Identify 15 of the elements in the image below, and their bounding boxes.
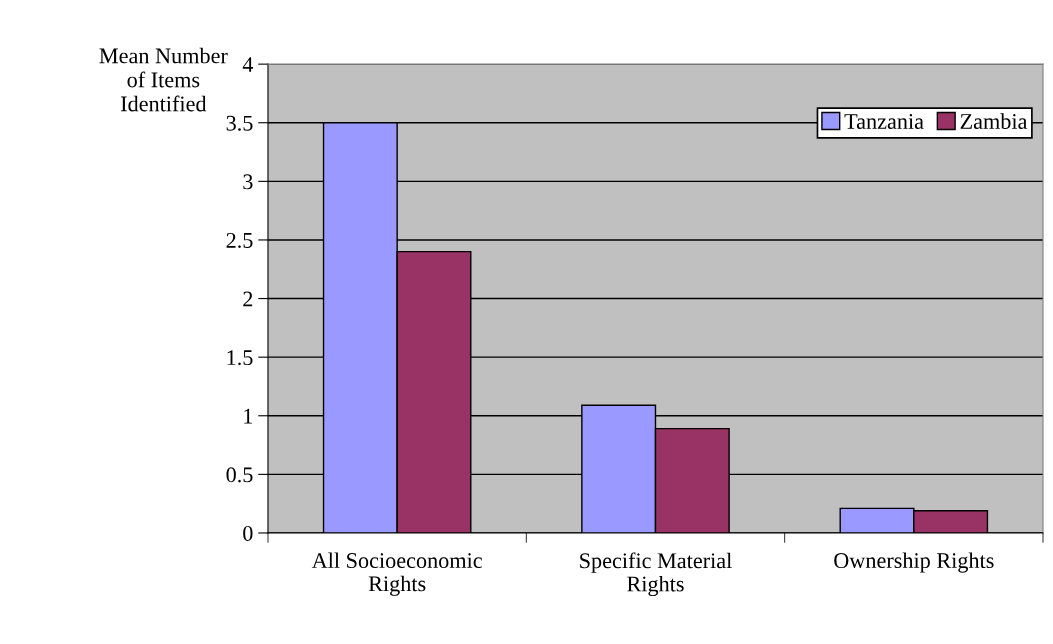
y-tick-label: 4 — [242, 57, 254, 72]
legend-label: Zambia — [960, 113, 1028, 129]
y-tick-label: 3.5 — [226, 115, 253, 131]
x-tick-label: Specific Material Rights — [580, 552, 732, 597]
y-axis-title: Mean Number of Items Identified — [99, 47, 228, 112]
y-tick-label: 1 — [244, 408, 253, 424]
y-tick-label: 1.5 — [227, 350, 253, 366]
y-tick-label: 0.5 — [226, 467, 253, 483]
y-tick-label: 3 — [243, 174, 253, 190]
y-tick-label: 2 — [243, 291, 253, 307]
x-tick-label: Ownership Rights — [834, 552, 994, 573]
x-tick-label: All Socioeconomic Rights — [311, 552, 482, 596]
y-tick-label: 0 — [243, 525, 253, 541]
y-tick-label: 2.5 — [226, 232, 253, 248]
legend-label: Tanzania — [844, 114, 924, 129]
